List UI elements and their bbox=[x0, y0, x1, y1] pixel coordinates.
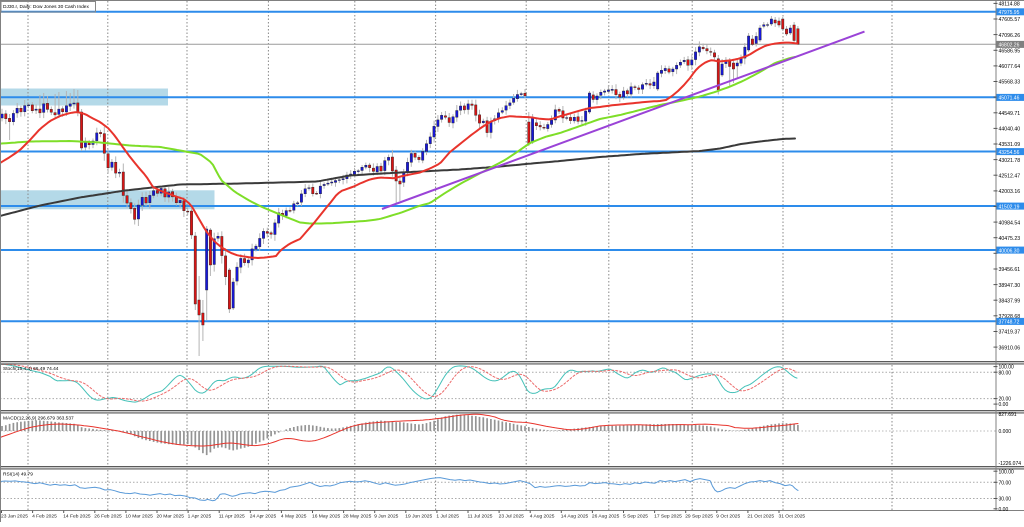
svg-text:28 May 2025: 28 May 2025 bbox=[343, 514, 372, 520]
svg-text:14 Feb 2025: 14 Feb 2025 bbox=[63, 514, 91, 520]
svg-text:0.00: 0.00 bbox=[999, 402, 1009, 408]
svg-text:44040.40: 44040.40 bbox=[999, 127, 1021, 133]
svg-text:45071.46: 45071.46 bbox=[999, 96, 1020, 102]
svg-text:10 Mar 2025: 10 Mar 2025 bbox=[125, 514, 153, 520]
svg-text:DJ30.r, Daily: Dow Jones 30 Ca: DJ30.r, Daily: Dow Jones 30 Cash Index bbox=[3, 4, 89, 10]
svg-text:26 Aug 2025: 26 Aug 2025 bbox=[592, 514, 620, 520]
svg-text:4 May 2025: 4 May 2025 bbox=[281, 514, 307, 520]
svg-text:16 May 2025: 16 May 2025 bbox=[312, 514, 341, 520]
svg-text:42512.47: 42512.47 bbox=[999, 173, 1021, 179]
svg-text:Stoch(15,4,4) 66.49 74.44: Stoch(15,4,4) 66.49 74.44 bbox=[3, 366, 59, 372]
svg-text:43254.56: 43254.56 bbox=[999, 150, 1020, 156]
svg-text:0.000: 0.000 bbox=[999, 429, 1012, 435]
svg-text:38437.99: 38437.99 bbox=[999, 298, 1021, 304]
svg-text:43531.09: 43531.09 bbox=[999, 142, 1021, 148]
svg-text:9 Oct 2025: 9 Oct 2025 bbox=[716, 514, 740, 520]
svg-text:19 Jun 2025: 19 Jun 2025 bbox=[405, 514, 432, 520]
svg-text:4 Feb 2025: 4 Feb 2025 bbox=[32, 514, 57, 520]
svg-text:70.00: 70.00 bbox=[999, 480, 1012, 486]
svg-text:47605.57: 47605.57 bbox=[999, 17, 1021, 23]
svg-text:39456.61: 39456.61 bbox=[999, 267, 1021, 273]
svg-text:1 Jul 2025: 1 Jul 2025 bbox=[436, 514, 459, 520]
svg-text:45568.33: 45568.33 bbox=[999, 80, 1021, 86]
svg-text:40475.23: 40475.23 bbox=[999, 236, 1021, 242]
svg-text:43021.78: 43021.78 bbox=[999, 158, 1021, 164]
svg-text:46586.95: 46586.95 bbox=[999, 49, 1021, 55]
svg-text:-1226.074: -1226.074 bbox=[999, 461, 1022, 467]
svg-text:17 Sep 2025: 17 Sep 2025 bbox=[654, 514, 682, 520]
svg-text:47096.26: 47096.26 bbox=[999, 33, 1021, 39]
svg-text:100.00: 100.00 bbox=[999, 469, 1015, 475]
svg-text:46802.26: 46802.26 bbox=[999, 43, 1020, 49]
svg-text:9 Jun 2025: 9 Jun 2025 bbox=[374, 514, 398, 520]
svg-text:24 Apr 2025: 24 Apr 2025 bbox=[250, 514, 277, 520]
svg-text:11 Jul 2025: 11 Jul 2025 bbox=[468, 514, 493, 520]
svg-text:MACD(12,26,9) 296.679 363.537: MACD(12,26,9) 296.679 363.537 bbox=[3, 416, 74, 422]
svg-text:26 Feb 2025: 26 Feb 2025 bbox=[94, 514, 122, 520]
svg-text:RSI(14) 49.79: RSI(14) 49.79 bbox=[3, 472, 33, 478]
svg-text:14 Aug 2025: 14 Aug 2025 bbox=[561, 514, 589, 520]
svg-text:46077.64: 46077.64 bbox=[999, 64, 1021, 70]
svg-text:0.00: 0.00 bbox=[999, 507, 1009, 513]
svg-text:38947.30: 38947.30 bbox=[999, 283, 1021, 289]
svg-text:47975.95: 47975.95 bbox=[999, 10, 1020, 16]
svg-text:48114.88: 48114.88 bbox=[999, 2, 1020, 8]
svg-text:42003.16: 42003.16 bbox=[999, 189, 1021, 195]
svg-text:44549.71: 44549.71 bbox=[999, 111, 1021, 117]
svg-text:37419.37: 37419.37 bbox=[999, 330, 1021, 336]
svg-text:40984.54: 40984.54 bbox=[999, 220, 1021, 226]
svg-text:4 Aug 2025: 4 Aug 2025 bbox=[530, 514, 555, 520]
svg-text:41502.19: 41502.19 bbox=[999, 204, 1020, 210]
svg-text:23 Jul 2025: 23 Jul 2025 bbox=[499, 514, 525, 520]
svg-text:31 Oct 2025: 31 Oct 2025 bbox=[779, 514, 806, 520]
svg-text:11 Apr 2025: 11 Apr 2025 bbox=[219, 514, 245, 520]
svg-text:37748.72: 37748.72 bbox=[999, 320, 1020, 326]
svg-text:21 Oct 2025: 21 Oct 2025 bbox=[747, 514, 774, 520]
svg-text:29 Sep 2025: 29 Sep 2025 bbox=[685, 514, 713, 520]
svg-text:30.00: 30.00 bbox=[999, 497, 1012, 503]
svg-text:40006.30: 40006.30 bbox=[999, 248, 1020, 254]
svg-text:827.691: 827.691 bbox=[999, 412, 1017, 418]
svg-text:23 Jan 2025: 23 Jan 2025 bbox=[1, 514, 28, 520]
svg-text:20 Mar 2025: 20 Mar 2025 bbox=[157, 514, 185, 520]
svg-text:1 Apr 2025: 1 Apr 2025 bbox=[188, 514, 212, 520]
svg-text:36910.06: 36910.06 bbox=[999, 345, 1021, 351]
svg-text:80.00: 80.00 bbox=[999, 370, 1012, 376]
svg-text:5 Sep 2025: 5 Sep 2025 bbox=[623, 514, 648, 520]
